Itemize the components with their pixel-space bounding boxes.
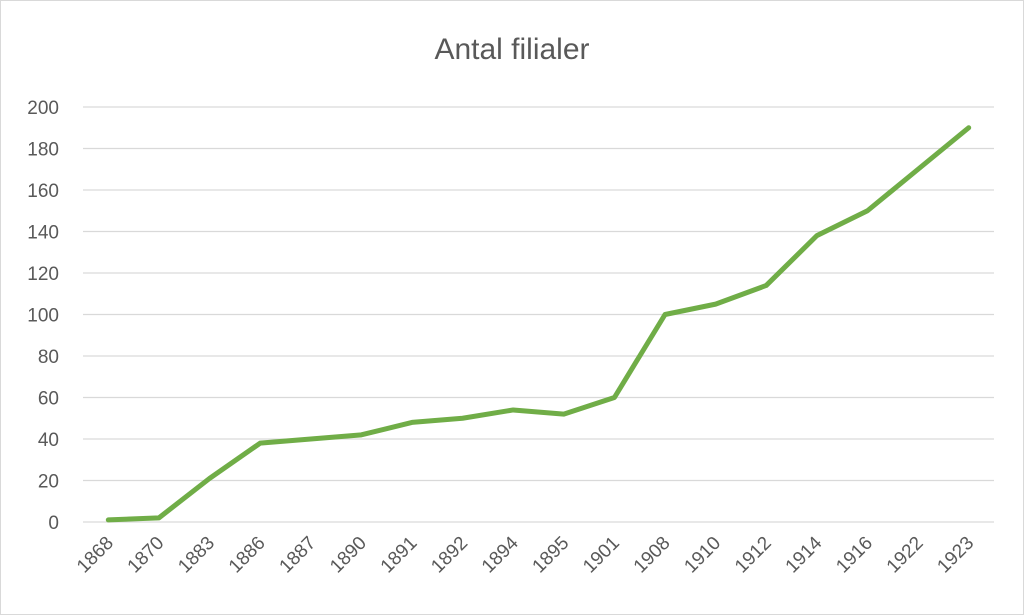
x-tick-label: 1914	[782, 532, 827, 577]
x-tick-label: 1891	[377, 533, 422, 578]
x-tick-label: 1883	[174, 533, 219, 578]
chart-title: Antal filialer	[434, 33, 589, 66]
y-tick-label: 180	[27, 140, 59, 161]
x-axis-ticks: 1868 1870 1883 1886 1887 1890 1891 1892 1894 1895…	[73, 532, 978, 577]
series-line	[105, 125, 972, 523]
x-tick-label: 1908	[630, 533, 675, 578]
x-tick-label: 1870	[124, 533, 169, 578]
x-tick-label: 1890	[326, 533, 371, 578]
x-tick-label: 1895	[529, 533, 574, 578]
x-tick-label: 1887	[276, 533, 321, 578]
x-tick-label: 1901	[579, 533, 624, 578]
x-tick-label: 1868	[73, 533, 118, 578]
x-tick-label: 1923	[933, 533, 978, 578]
series-layer	[105, 125, 972, 523]
y-tick-label: 60	[38, 389, 59, 410]
y-tick-label: 140	[27, 223, 59, 244]
y-tick-label: 120	[27, 264, 59, 285]
x-tick-label: 1910	[680, 533, 725, 578]
x-tick-label: 1892	[427, 533, 472, 578]
x-tick-label: 1886	[225, 533, 270, 578]
y-tick-label: 0	[48, 513, 59, 534]
y-tick-label: 200	[27, 98, 59, 119]
y-tick-label: 100	[27, 306, 59, 327]
y-tick-label: 160	[27, 181, 59, 202]
x-tick-label: 1916	[832, 533, 877, 578]
x-tick-label: 1922	[883, 533, 928, 578]
y-tick-label: 80	[38, 347, 59, 368]
gridlines	[83, 106, 994, 523]
y-tick-label: 20	[38, 472, 59, 493]
y-tick-label: 40	[38, 430, 59, 451]
x-tick-label: 1912	[731, 533, 776, 578]
x-tick-label: 1894	[478, 532, 523, 577]
y-axis-ticks: 0 20 40 60 80 100 120 140 160 180 200	[27, 98, 59, 534]
